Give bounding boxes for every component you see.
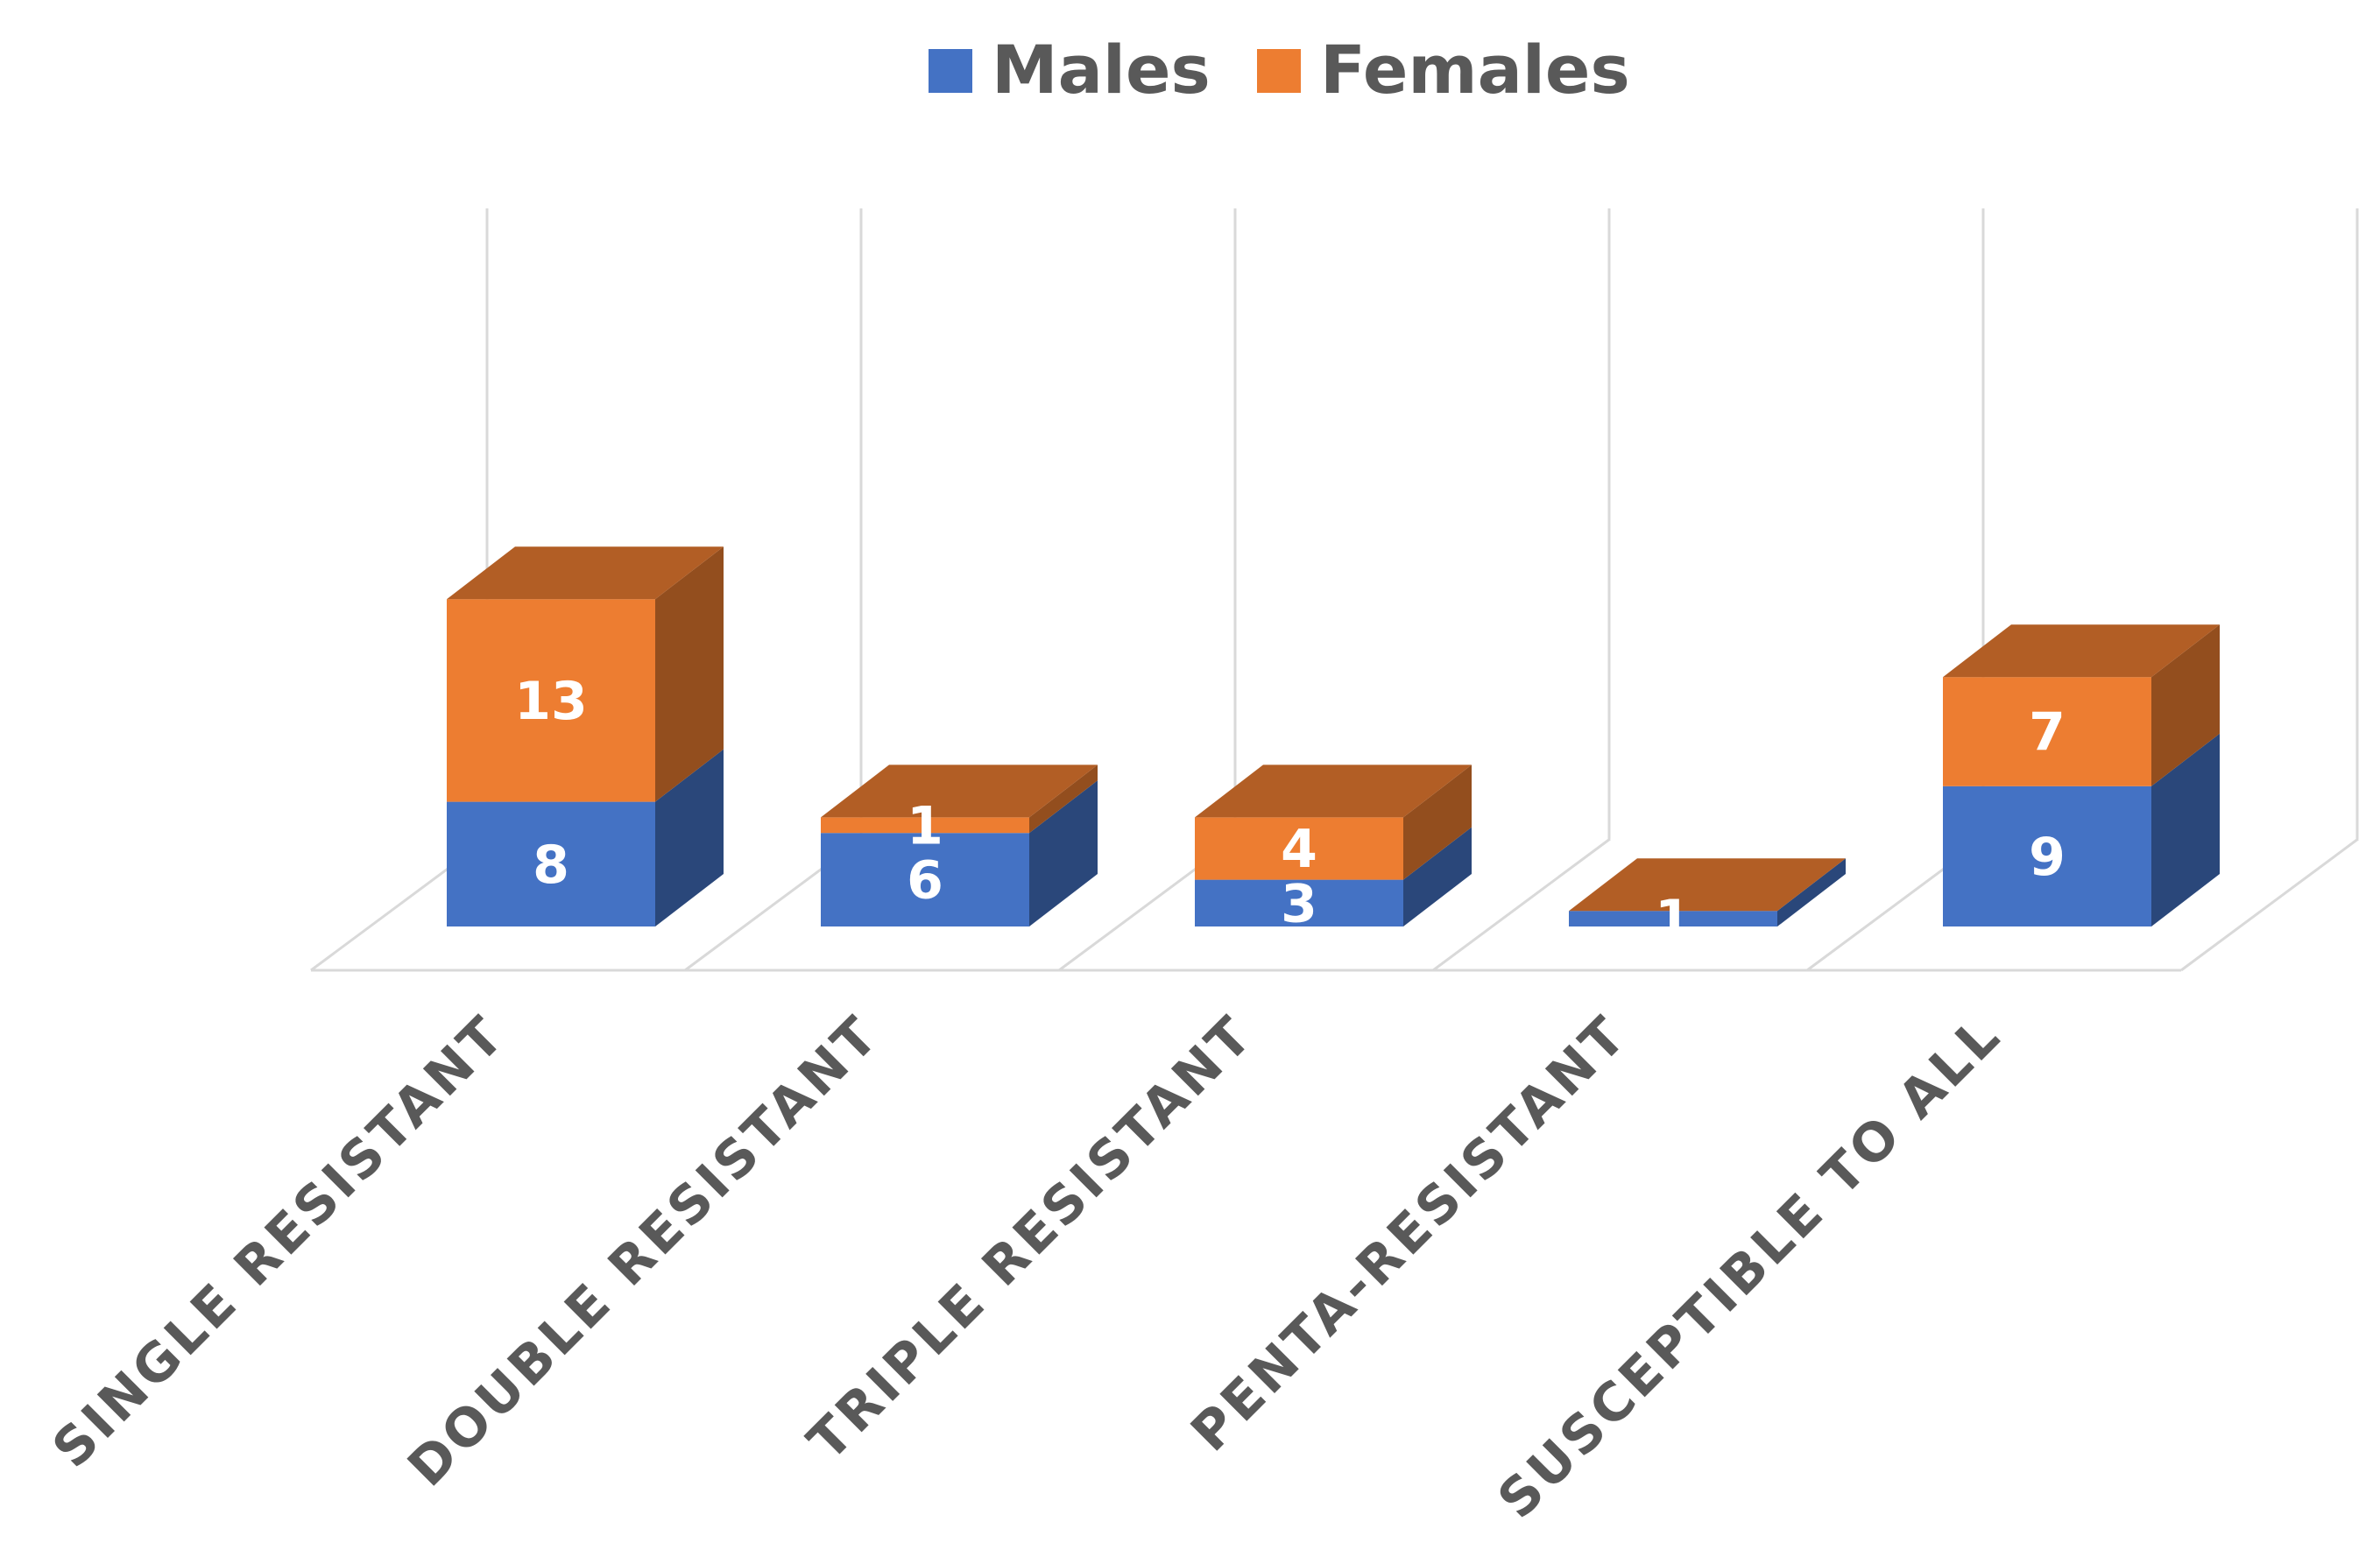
legend-swatch [1257,49,1301,93]
data-label: 1 [907,795,943,856]
bar-side [1777,858,1846,926]
bar-side [2151,624,2220,786]
bar-side [1403,827,1472,926]
data-label: 7 [2029,702,2066,764]
bar-side [1403,764,1472,880]
legend-swatch [929,49,972,93]
bar-females-4 [1943,624,2220,786]
bar-front [1569,911,1777,926]
bar-males-2 [1195,827,1472,926]
legend-label: Males [992,31,1211,109]
bar-front [447,801,655,926]
bar-side [1029,764,1098,834]
bar-top-1 [821,764,1098,818]
legend: Males Females [929,31,1630,109]
bar-front [447,599,655,802]
x-tick-label: PENTA-RESISTANT [1180,1004,1640,1463]
bar-side [1029,780,1098,926]
data-label: 3 [1281,873,1317,934]
legend-item-males: Males [929,31,1211,109]
bar-top-2 [1195,764,1472,818]
legend-item-females: Females [1257,31,1630,109]
bar-side [2151,733,2220,926]
bar-males-1 [821,780,1098,926]
bar-females-2 [1195,764,1472,880]
bar-front [821,817,1029,834]
bars: 8 6 3 1 9 13 1 4 7 [447,546,2220,950]
bar-top-3 [1569,858,1846,912]
data-label: 1 [1655,889,1691,950]
floor-divider [1432,837,1611,972]
bar-front [1195,879,1403,926]
bar-females-1 [821,764,1098,834]
data-label: 6 [907,850,943,912]
bar-females-0 [447,546,724,802]
bar-top-0 [447,546,724,600]
bar-side [655,749,724,926]
bar-front [1943,677,2151,786]
data-label: 4 [1281,819,1317,880]
bar-front [821,833,1029,926]
data-label: 13 [514,671,588,732]
legend-label: Females [1320,31,1630,109]
bar-males-4 [1943,733,2220,926]
data-label: 9 [2029,827,2066,888]
x-tick-label: TRIPLE RESISTANT [796,1004,1266,1473]
data-label: 8 [533,835,569,896]
bar-males-0 [447,749,724,926]
bar-males-3 [1569,858,1846,926]
bar-top-4 [1943,624,2220,678]
bar-front [1195,817,1403,880]
bar-side [655,546,724,802]
floor-divider [2180,837,2359,972]
bar-front [1943,786,2151,926]
